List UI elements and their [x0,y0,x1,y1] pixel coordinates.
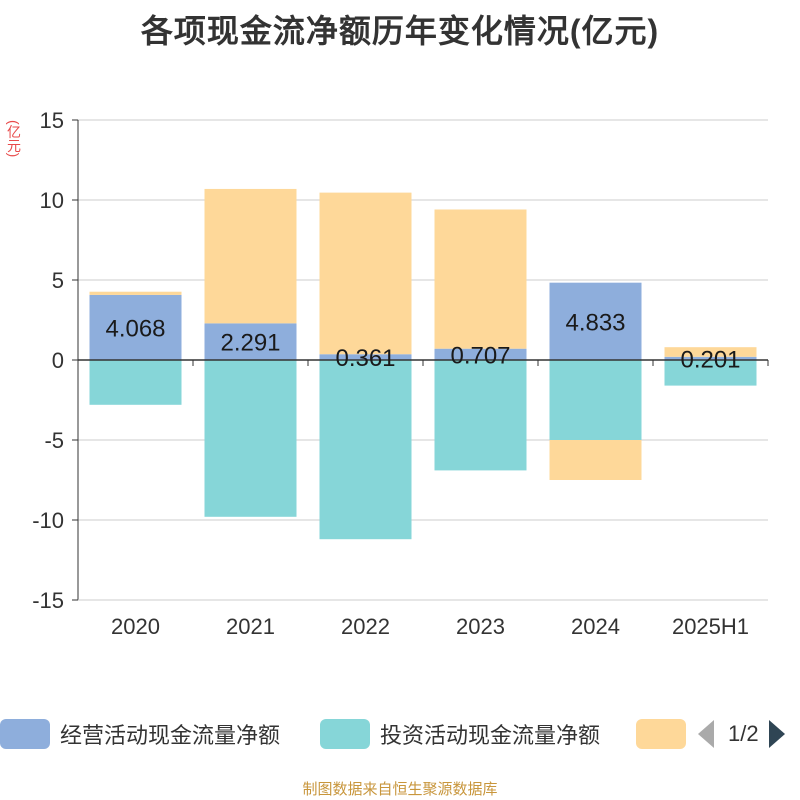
bar-1-2022 [319,354,412,360]
prev-page-icon[interactable] [698,720,714,748]
y-tick-label: -10 [32,508,64,533]
legend-item-operating[interactable]: 经营活动现金流量净额 [0,716,280,752]
next-page-icon[interactable] [768,720,785,748]
legend-swatch-investing [320,719,370,749]
data-source: 制图数据来自恒生聚源数据库 [302,781,498,798]
legend-pager: 1/2 [698,716,785,752]
bar-2-2025H1 [664,360,757,386]
x-tick-label: 2021 [226,614,275,639]
bar-2-2023 [434,360,527,471]
bar-3-2023 [434,209,527,349]
bar-3-2021 [204,188,297,324]
data-label: 4.068 [105,315,165,342]
legend-swatch-operating [0,719,50,749]
data-label: 0.361 [335,345,395,372]
bar-3-2022 [319,192,412,355]
x-tick-label: 2023 [456,614,505,639]
bar-1-2021 [204,323,297,360]
bar-1-2024 [549,282,642,360]
y-tick-label: 10 [40,188,64,213]
bar-2-2022 [319,360,412,540]
legend-swatch-financing [636,719,686,749]
legend-item-financing[interactable] [636,716,696,752]
legend-item-investing[interactable]: 投资活动现金流量净额 [320,716,600,752]
x-tick-label: 2025H1 [672,614,749,639]
x-tick-label: 2024 [571,614,620,639]
chart-title: 各项现金流净额历年变化情况(亿元) [140,13,660,49]
y-tick-label: -15 [32,588,64,613]
data-label: 4.833 [565,309,625,336]
legend: 经营活动现金流量净额 投资活动现金流量净额 [0,716,800,756]
data-label: 0.707 [450,342,510,369]
data-label: 0.201 [680,346,740,373]
x-tick-label: 2020 [111,614,160,639]
legend-label-investing: 投资活动现金流量净额 [380,723,601,748]
bar-2-2021 [204,360,297,517]
y-tick-label: 0 [52,348,64,373]
y-tick-label: 5 [52,268,64,293]
bar-3-2020 [89,291,182,295]
bar-3-2025H1 [664,347,757,357]
bar-1-2023 [434,348,527,360]
y-tick-label: -5 [44,428,64,453]
bar-chart: 15 10 5 0 -5 -10 -15 2020 2021 2022 2023 2024 2025H1… [32,108,769,639]
legend-label-operating: 经营活动现金流量净额 [60,723,281,748]
data-label: 2.291 [220,330,280,357]
x-tick-label: 2022 [341,614,390,639]
legend-page-indicator: 1/2 [728,721,759,746]
bar-2-2020 [89,360,182,405]
bar-1-2025H1 [664,356,757,360]
y-axis-unit: (亿元) [6,120,22,158]
bar-3-2024 [549,440,642,480]
y-tick-label: 15 [40,108,64,133]
bar-2-2024 [549,360,642,440]
bar-1-2020 [89,294,182,360]
